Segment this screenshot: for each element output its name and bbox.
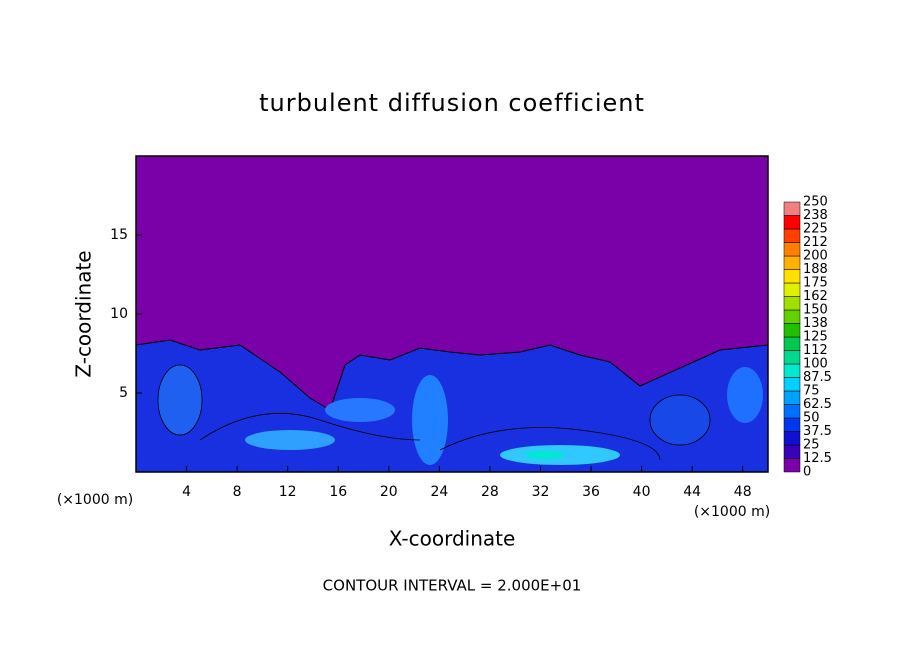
colorbar-label: 0	[803, 465, 811, 480]
field-blob	[245, 430, 335, 450]
x-tick-label: 16	[329, 484, 347, 500]
plot-field	[135, 156, 769, 473]
y-axis-label: Z-coordinate	[72, 250, 96, 377]
field-blob	[157, 364, 203, 436]
footnote: CONTOUR INTERVAL = 2.000E+01	[323, 577, 582, 595]
colorbar-label: 112	[803, 343, 828, 358]
colorbar-label: 238	[803, 208, 828, 223]
colorbar-swatch	[783, 431, 801, 446]
colorbar-swatch	[783, 390, 801, 405]
colorbar-label: 37.5	[803, 424, 832, 439]
colorbar-label: 12.5	[803, 451, 832, 466]
chart-title: turbulent diffusion coefficient	[259, 89, 645, 117]
colorbar-label: 200	[803, 249, 828, 264]
colorbar-label: 87.5	[803, 370, 832, 385]
colorbar-label: 100	[803, 357, 828, 372]
x-tick-label: 48	[734, 484, 752, 500]
colorbar-swatch	[783, 336, 801, 351]
x-tick-label: 40	[633, 484, 651, 500]
field-blob	[525, 451, 565, 459]
x-tick-label: 44	[683, 484, 701, 500]
x-tick-label: 8	[233, 484, 242, 500]
x-unit: (×1000 m)	[57, 492, 133, 508]
colorbar-label: 50	[803, 411, 820, 426]
x-tick-label: 20	[380, 484, 398, 500]
y-tick-label: 15	[110, 227, 128, 243]
colorbar-swatch	[783, 323, 801, 338]
x-axis-label: X-coordinate	[389, 527, 516, 551]
colorbar-swatch	[783, 404, 801, 419]
colorbar-swatch	[783, 201, 801, 216]
field-blob	[412, 375, 448, 465]
colorbar-swatch	[783, 363, 801, 378]
colorbar-label: 125	[803, 330, 828, 345]
colorbar-swatch	[783, 215, 801, 230]
colorbar-swatch	[783, 255, 801, 270]
colorbar-label: 225	[803, 222, 828, 237]
colorbar-swatch	[783, 458, 801, 473]
colorbar-swatch	[783, 228, 801, 243]
x-tick-label: 32	[532, 484, 550, 500]
x-tick-label: 4	[182, 484, 191, 500]
y-tick-label: 5	[119, 385, 128, 401]
field-blob	[727, 367, 763, 423]
x-tick-label: 24	[430, 484, 448, 500]
y-tick-label: 10	[110, 306, 128, 322]
colorbar-label: 25	[803, 438, 820, 453]
colorbar-label: 138	[803, 316, 828, 331]
colorbar-label: 188	[803, 262, 828, 277]
colorbar-swatch	[783, 377, 801, 392]
colorbar-swatch	[783, 417, 801, 432]
colorbar-label: 212	[803, 235, 828, 250]
colorbar-swatch	[783, 296, 801, 311]
colorbar-swatch	[783, 282, 801, 297]
colorbar-label: 250	[803, 195, 828, 210]
colorbar-label: 75	[803, 384, 820, 399]
x-tick-label: 12	[279, 484, 297, 500]
field-blob	[649, 394, 711, 446]
field-blob	[325, 398, 395, 422]
colorbar-label: 162	[803, 289, 828, 304]
colorbar-swatch	[783, 350, 801, 365]
contour-line	[439, 427, 661, 461]
colorbar-swatch	[783, 444, 801, 459]
colorbar-swatch	[783, 242, 801, 257]
colorbar-swatch	[783, 309, 801, 324]
colorbar-label: 62.5	[803, 397, 832, 412]
contour-line	[199, 412, 421, 441]
x-tick-label: 36	[582, 484, 600, 500]
colorbar-label: 150	[803, 303, 828, 318]
x-unit: (×1000 m)	[694, 504, 770, 520]
colorbar-label: 175	[803, 276, 828, 291]
x-tick-label: 28	[481, 484, 499, 500]
colorbar-swatch	[783, 269, 801, 284]
